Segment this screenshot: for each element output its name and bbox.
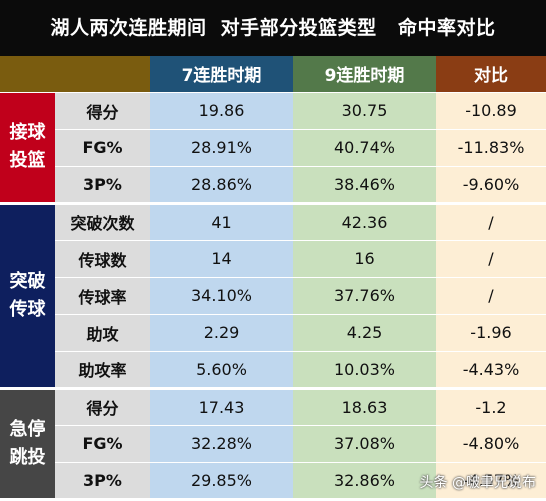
group-label: 突破 传球 [0,203,55,390]
row-label: 传球数 [55,240,150,278]
value-7-streak: 14 [150,240,293,278]
table-row: FG% 28.91% 40.74% -11.83% [0,129,546,167]
value-diff: -1.96 [436,314,546,352]
table-row: 急停 跳投 得分 17.43 18.63 -1.2 [0,388,546,501]
table-row: 传球率 34.10% 37.76% / [0,277,546,315]
value-7-streak: 32.28% [150,425,293,463]
row-label: 助攻 [55,314,150,352]
header-corner [0,56,150,93]
value-9-streak: 37.76% [293,277,436,315]
header-7-streak: 7连胜时期 [150,56,293,93]
value-7-streak: 2.29 [150,314,293,352]
table-row: 3P% 28.86% 38.46% -9.60% [0,166,546,205]
value-9-streak: 30.75 [293,92,436,130]
comparison-table: 7连胜时期 9连胜时期 对比 接球 投篮 得分 19.86 30.75 -10.89 FG%… [0,56,546,501]
row-label: 3P% [55,166,150,205]
row-label: 传球率 [55,277,150,315]
value-7-streak: 41 [150,203,293,241]
value-diff: -11.83% [436,129,546,167]
table-row: 助攻率 5.60% 10.03% -4.43% [0,351,546,390]
value-9-streak: 10.03% [293,351,436,390]
value-7-streak: 29.85% [150,462,293,501]
value-7-streak: 19.86 [150,92,293,130]
row-label: 3P% [55,462,150,501]
table-row: 3P% 29.85% 32.86% -4.57% [0,462,546,501]
value-9-streak: 18.63 [293,388,436,426]
group-label: 急停 跳投 [0,388,55,501]
table-row: 助攻 2.29 4.25 -1.96 [0,314,546,352]
header-9-streak: 9连胜时期 [293,56,436,93]
watermark: 头条 @啵聿兄说布 [419,475,536,491]
value-9-streak: 32.86% [293,462,436,501]
page-title: 湖人两次连胜期间 对手部分投篮类型 命中率对比 [0,0,546,56]
value-diff: -4.80% [436,425,546,463]
value-9-streak: 37.08% [293,425,436,463]
value-9-streak: 42.36 [293,203,436,241]
row-label: 得分 [55,92,150,130]
value-diff: -4.43% [436,351,546,390]
value-9-streak: 38.46% [293,166,436,205]
row-label: 突破次数 [55,203,150,241]
value-diff: / [436,240,546,278]
value-diff: / [436,277,546,315]
row-label: FG% [55,129,150,167]
table-row: 接球 投篮 得分 19.86 30.75 -10.89 [0,92,546,205]
value-7-streak: 28.86% [150,166,293,205]
value-diff: / [436,203,546,241]
header-diff: 对比 [436,56,546,93]
value-9-streak: 4.25 [293,314,436,352]
table-row: FG% 32.28% 37.08% -4.80% [0,425,546,463]
value-9-streak: 40.74% [293,129,436,167]
value-diff: -9.60% [436,166,546,205]
value-diff: -1.2 [436,388,546,426]
row-label: 助攻率 [55,351,150,390]
value-diff: -4.57% [436,462,546,501]
header-row: 7连胜时期 9连胜时期 对比 [0,56,546,93]
value-7-streak: 5.60% [150,351,293,390]
value-9-streak: 16 [293,240,436,278]
value-7-streak: 34.10% [150,277,293,315]
value-7-streak: 17.43 [150,388,293,426]
value-diff: -10.89 [436,92,546,130]
table-row: 传球数 14 16/ [0,240,546,278]
table-row: 突破 传球 突破次数 41 42.36/ [0,203,546,390]
row-label: FG% [55,425,150,463]
row-label: 得分 [55,388,150,426]
group-label: 接球 投篮 [0,92,55,205]
value-7-streak: 28.91% [150,129,293,167]
